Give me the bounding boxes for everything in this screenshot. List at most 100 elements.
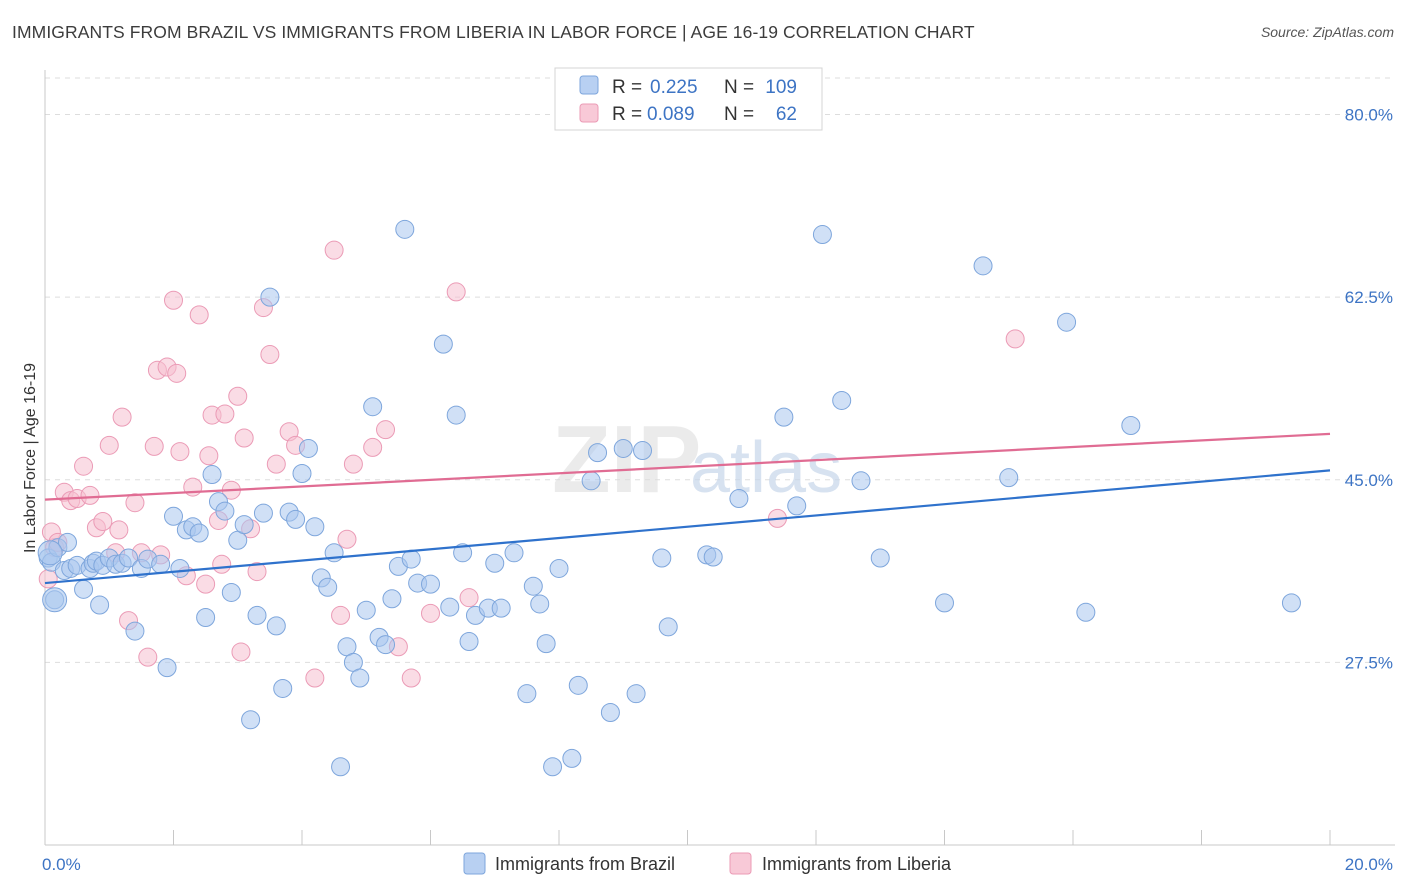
brazil-point: [517, 684, 537, 704]
brazil-point: [286, 509, 306, 529]
liberia-point: [144, 436, 164, 456]
brazil-point: [125, 621, 145, 641]
liberia-series: [38, 240, 1025, 688]
brazil-point: [164, 506, 183, 526]
brazil-point: [273, 678, 293, 698]
liberia-point: [164, 290, 183, 310]
brazil-point: [202, 465, 222, 485]
legend-swatch-brazil: [579, 75, 599, 95]
y-tick-label: 27.5%: [1345, 653, 1393, 672]
liberia-point: [215, 404, 235, 424]
brazil-point: [157, 658, 177, 678]
y-tick-labels: 27.5% 45.0% 62.5% 80.0%: [1345, 106, 1393, 673]
brazil-point: [215, 501, 235, 521]
brazil-point: [491, 598, 511, 618]
brazil-point: [119, 548, 139, 568]
legend-n-value-liberia: 62: [776, 104, 797, 125]
brazil-point: [626, 684, 646, 704]
liberia-point: [196, 574, 216, 594]
brazil-point: [812, 225, 832, 245]
brazil-point: [600, 702, 620, 722]
liberia-point: [376, 420, 396, 440]
liberia-point: [446, 282, 466, 302]
brazil-point: [350, 668, 370, 688]
brazil-point: [504, 543, 524, 563]
brazil-point: [568, 675, 588, 695]
brazil-point: [151, 554, 171, 574]
liberia-point: [212, 554, 232, 574]
brazil-point: [1121, 415, 1141, 435]
brazil-point: [266, 616, 286, 636]
brazil-point: [260, 287, 280, 307]
brazil-point: [588, 443, 608, 463]
brazil-point: [787, 496, 807, 516]
liberia-point: [167, 363, 187, 383]
watermark-atlas: atlas: [690, 428, 842, 508]
brazil-point: [376, 635, 396, 655]
brazil-point: [536, 634, 556, 654]
brazil-point: [90, 595, 110, 615]
brazil-point: [74, 579, 94, 599]
liberia-point: [401, 668, 421, 688]
bottom-legend-label-brazil: Immigrants from Brazil: [495, 854, 675, 874]
liberia-point: [80, 485, 100, 505]
liberia-point: [337, 529, 357, 549]
brazil-point: [652, 548, 672, 568]
brazil-point: [851, 471, 871, 491]
y-axis-label: In Labor Force | Age 16-19: [22, 363, 39, 553]
legend-swatch-liberia: [579, 103, 599, 123]
brazil-series: [37, 219, 1301, 777]
legend-n-label-brazil: N =: [724, 77, 754, 98]
brazil-point: [221, 582, 241, 602]
liberia-point: [331, 605, 351, 625]
brazil-point: [633, 441, 653, 461]
legend-r-label-liberia: R =: [612, 104, 642, 125]
brazil-point: [459, 632, 479, 652]
liberia-point: [234, 428, 254, 448]
liberia-point: [109, 520, 129, 540]
liberia-point: [231, 642, 251, 662]
y-tick-label: 45.0%: [1345, 471, 1393, 490]
brazil-point: [331, 757, 351, 777]
brazil-point: [543, 757, 563, 777]
brazil-point: [234, 515, 254, 535]
brazil-point: [549, 558, 569, 578]
brazil-point: [170, 558, 190, 578]
brazil-point: [999, 468, 1019, 488]
liberia-point: [93, 512, 113, 532]
brazil-point: [870, 548, 890, 568]
liberia-point: [99, 435, 119, 455]
liberia-point: [260, 345, 280, 365]
liberia-point: [305, 668, 325, 688]
brazil-point: [247, 605, 267, 625]
brazil-point: [1281, 593, 1301, 613]
axes: [44, 70, 1395, 846]
x-tick-label-max: 20.0%: [1345, 855, 1393, 874]
bottom-legend-swatch-liberia: [729, 852, 752, 875]
liberia-point: [343, 454, 363, 474]
brazil-point: [196, 608, 216, 628]
brazil-point: [935, 593, 954, 613]
brazil-point: [774, 407, 794, 427]
chart-title: IMMIGRANTS FROM BRAZIL VS IMMIGRANTS FRO…: [12, 22, 975, 42]
liberia-point: [199, 446, 219, 466]
brazil-point: [832, 390, 852, 410]
brazil-point: [356, 600, 376, 620]
liberia-point: [324, 240, 344, 260]
liberia-point: [125, 493, 145, 513]
brazil-point: [401, 549, 421, 569]
legend-n-value-brazil: 109: [765, 77, 797, 98]
x-ticks: [44, 830, 1331, 845]
brazil-point: [973, 256, 993, 276]
brazil-trend-line: [44, 469, 1331, 585]
bottom-legend: Immigrants from Brazil Immigrants from L…: [463, 852, 952, 875]
brazil-point: [253, 503, 273, 523]
liberia-point: [1005, 329, 1025, 349]
liberia-point: [247, 562, 267, 582]
brazil-point: [485, 553, 505, 573]
trend-lines: [44, 432, 1331, 585]
brazil-point: [581, 471, 601, 491]
liberia-point: [112, 407, 132, 427]
brazil-point: [318, 577, 338, 597]
